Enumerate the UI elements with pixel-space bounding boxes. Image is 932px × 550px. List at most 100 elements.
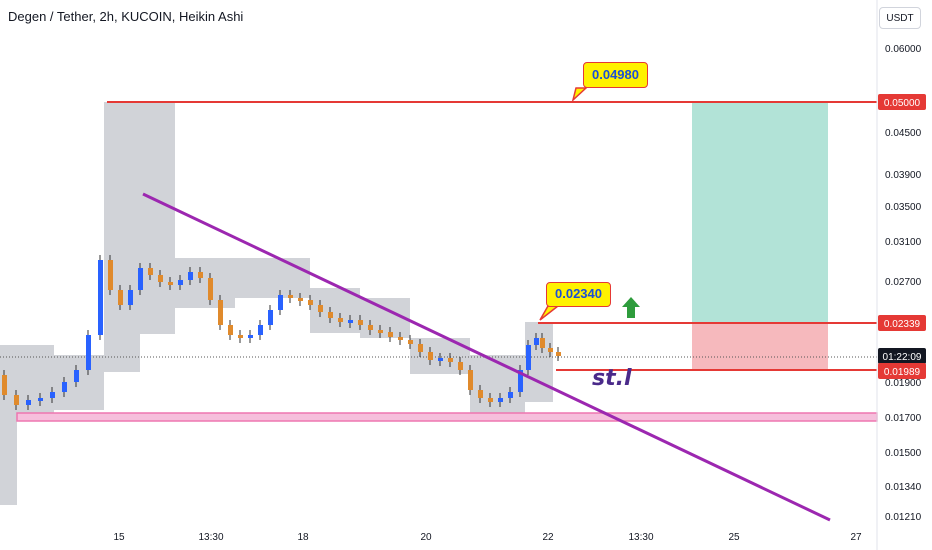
y-tick-label: 0.01900	[885, 378, 922, 389]
y-tick-label: 0.03100	[885, 237, 922, 248]
candle-body	[268, 310, 273, 325]
price-label: 01:22:09	[883, 352, 922, 363]
y-tick-label: 0.03900	[885, 170, 922, 181]
candle-body	[468, 370, 473, 390]
candle-body	[238, 335, 243, 338]
price-label-bg	[878, 94, 926, 110]
candle-body	[458, 362, 463, 370]
callout-02340: 0.02340	[546, 282, 611, 307]
shadow-box	[54, 355, 104, 410]
y-tick-label: 0.01500	[885, 448, 922, 459]
candle-body	[108, 260, 113, 290]
candle-body	[318, 305, 323, 312]
chart-title: Degen / Tether, 2h, KUCOIN, Heikin Ashi	[8, 9, 244, 24]
callout-04980-label: 0.04980	[592, 67, 639, 82]
y-tick-label: 0.02700	[885, 277, 922, 288]
candle-body	[438, 358, 443, 361]
candle-body	[408, 340, 413, 344]
candle-body	[428, 352, 433, 360]
candle-body	[50, 392, 55, 398]
candle-body	[556, 352, 561, 356]
candle-body	[26, 400, 31, 405]
candle-body	[14, 395, 19, 405]
candle-body	[128, 290, 133, 305]
y-tick-label: 0.01340	[885, 482, 922, 493]
candle-body	[488, 398, 493, 402]
candle-body	[478, 390, 483, 398]
shadow-box	[235, 258, 310, 298]
candle-body	[378, 330, 383, 333]
x-tick-label: 22	[542, 532, 554, 543]
candle-body	[258, 325, 263, 335]
shadow-box	[0, 345, 17, 505]
candle-body	[198, 272, 203, 278]
x-tick-label: 20	[420, 532, 432, 543]
candle-body	[188, 272, 193, 280]
target-zone	[692, 102, 828, 323]
candle-body	[86, 335, 91, 370]
candle-body	[534, 338, 539, 345]
price-label-bg	[878, 363, 926, 379]
candle-body	[74, 370, 79, 382]
y-tick-label: 0.03500	[885, 202, 922, 213]
candle-body	[178, 280, 183, 285]
callout-pointer	[539, 305, 561, 321]
candle-body	[518, 370, 523, 392]
y-tick-label: 0.01210	[885, 512, 922, 523]
candle-body	[398, 337, 403, 340]
candle-body	[508, 392, 513, 398]
currency-button[interactable]: USDT	[879, 7, 921, 29]
x-tick-label: 27	[850, 532, 862, 543]
candle-body	[2, 375, 7, 395]
candle-body	[348, 320, 353, 323]
x-axis[interactable]: 15 13:30 18 20 22 13:30 25 27	[113, 532, 862, 543]
candle-body	[248, 335, 253, 338]
candle-body	[168, 282, 173, 285]
callout-04980: 0.04980	[583, 62, 648, 88]
price-label-bg	[878, 348, 926, 364]
candle-body	[148, 268, 153, 275]
shadow-boxes	[0, 102, 553, 505]
stop-loss-annotation: st.l	[592, 366, 632, 391]
y-axis[interactable]: 0.06000 0.04500 0.03900 0.03500 0.03100 0.027…	[885, 44, 922, 523]
candle-body	[368, 325, 373, 330]
candle-body	[338, 318, 343, 322]
price-label: 0.01989	[884, 367, 921, 378]
shadow-box	[140, 102, 175, 334]
y-tick-label: 0.01700	[885, 413, 922, 424]
candle-body	[540, 338, 545, 348]
stop-zone	[692, 323, 828, 369]
up-arrow-icon	[622, 297, 640, 318]
candle-body	[62, 382, 67, 392]
candle-body	[228, 325, 233, 335]
callout-pointer	[571, 87, 588, 103]
candle-body	[218, 300, 223, 325]
price-label: 0.05000	[884, 98, 921, 109]
candle-body	[288, 295, 293, 298]
candle-body	[158, 275, 163, 282]
candle-body	[38, 398, 43, 401]
y-tick-label: 0.06000	[885, 44, 922, 55]
candle-body	[358, 320, 363, 325]
candle-body	[548, 348, 553, 352]
x-tick-label: 13:30	[198, 532, 223, 543]
candle-body	[308, 300, 313, 305]
y-tick-label: 0.04500	[885, 128, 922, 139]
candle-body	[298, 298, 303, 301]
candles	[2, 255, 561, 410]
x-tick-label: 18	[297, 532, 309, 543]
x-tick-label: 25	[728, 532, 740, 543]
x-tick-label: 15	[113, 532, 125, 543]
shadow-box	[104, 102, 140, 372]
price-labels: 0.05000 0.02339 01:22:09 0.01989	[878, 94, 926, 379]
price-label-bg	[878, 315, 926, 331]
price-label: 0.02339	[884, 319, 921, 330]
candle-body	[138, 268, 143, 290]
callout-02340-label: 0.02340	[555, 286, 602, 301]
candle-body	[208, 278, 213, 300]
x-tick-label: 13:30	[628, 532, 653, 543]
shadow-box	[470, 355, 525, 413]
shadow-box	[175, 258, 235, 308]
candle-body	[388, 332, 393, 337]
